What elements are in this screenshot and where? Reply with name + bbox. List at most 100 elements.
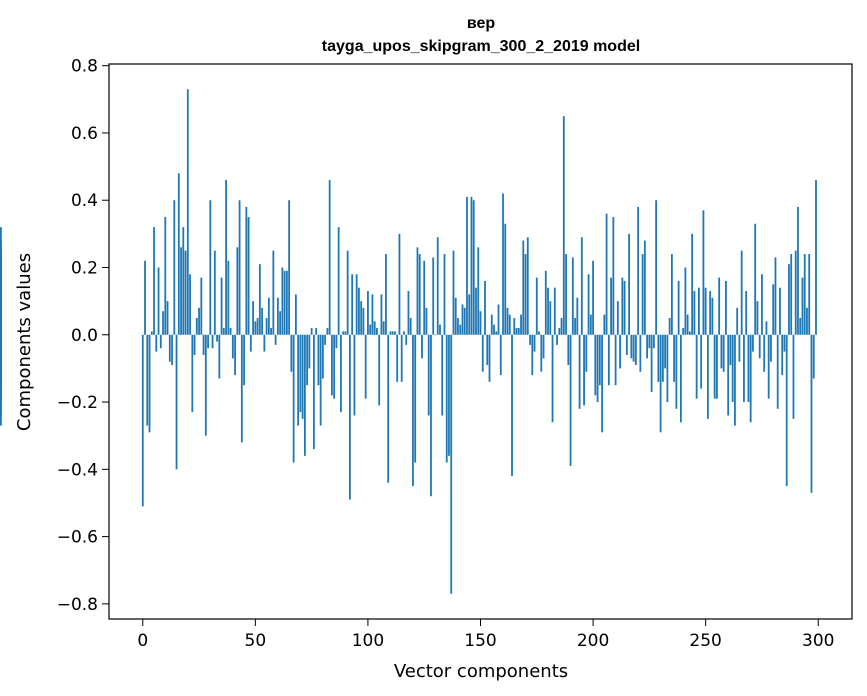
bar: [222, 328, 225, 335]
bar: [281, 267, 284, 335]
bar: [162, 311, 164, 335]
bar: [267, 297, 270, 335]
bar: [679, 334, 682, 423]
chart-subtitle: tayga_upos_skipgram_300_2_2019 model: [322, 38, 640, 55]
bar: [202, 334, 205, 355]
bar: [801, 277, 804, 335]
bar: [180, 247, 182, 335]
bar: [432, 257, 435, 335]
bar: [470, 196, 473, 335]
bar: [729, 334, 732, 366]
bar: [515, 328, 518, 335]
bar: [535, 277, 538, 335]
bar: [790, 254, 793, 335]
bar: [317, 334, 320, 386]
bar: [216, 334, 218, 342]
bar: [254, 321, 257, 335]
bar: [198, 307, 200, 335]
bar: [335, 334, 338, 349]
bar: [675, 334, 678, 409]
bar: [749, 334, 752, 423]
bar: [565, 254, 567, 335]
bar: [506, 307, 509, 335]
bar: [418, 254, 421, 335]
bar: [308, 334, 311, 369]
bar: [472, 200, 475, 335]
bar: [657, 334, 660, 382]
bar: [272, 250, 275, 335]
bar: [389, 331, 392, 335]
bar: [475, 287, 477, 335]
bar: [756, 301, 759, 335]
bar: [445, 334, 448, 463]
bar: [333, 334, 336, 399]
bar: [691, 233, 694, 335]
y-tick-label: 0.4: [71, 191, 98, 211]
bar: [337, 227, 340, 335]
bar: [693, 291, 696, 335]
bar: [164, 217, 167, 335]
bar: [607, 334, 610, 386]
bar: [434, 334, 437, 336]
bar: [770, 334, 772, 362]
bar: [524, 254, 527, 335]
bar: [544, 270, 547, 335]
bar: [625, 334, 628, 355]
bar: [452, 250, 455, 335]
bar: [299, 334, 302, 413]
bar: [409, 317, 412, 335]
bar: [792, 334, 795, 419]
bar: [454, 297, 457, 335]
bar: [747, 334, 750, 403]
bar: [448, 334, 450, 456]
bar: [285, 270, 288, 335]
bar: [358, 287, 360, 335]
y-tick-label: −0.6: [57, 528, 98, 548]
bar: [511, 334, 513, 477]
bar: [184, 250, 187, 335]
bar: [738, 334, 741, 362]
bar: [319, 334, 322, 426]
bar: [477, 247, 480, 335]
bar: [632, 334, 635, 362]
bar: [484, 280, 486, 335]
bar: [209, 200, 212, 335]
bar: [294, 294, 297, 335]
bar: [247, 217, 250, 335]
bar: [779, 287, 781, 335]
bar: [479, 311, 482, 335]
bar: [245, 206, 248, 335]
bar: [378, 334, 381, 406]
bar: [312, 334, 315, 450]
bar: [486, 334, 489, 366]
bar: [517, 328, 520, 335]
bar: [763, 334, 766, 372]
bar: [670, 254, 673, 335]
bar: [204, 334, 207, 436]
bar: [812, 334, 815, 379]
bar: [200, 277, 203, 335]
bar: [146, 334, 149, 426]
bar: [292, 334, 295, 463]
bar: [297, 334, 300, 426]
bar: [502, 193, 504, 335]
bar: [481, 334, 484, 372]
bar: [398, 233, 401, 335]
bar: [794, 250, 797, 335]
bar: [594, 334, 597, 396]
bar: [380, 294, 383, 335]
bar: [328, 180, 331, 335]
bar: [391, 331, 394, 335]
bar: [367, 291, 369, 335]
bar: [349, 334, 351, 500]
bar: [522, 240, 525, 335]
bar: [385, 254, 387, 335]
bar: [490, 314, 493, 335]
bar: [589, 314, 592, 335]
bar: [153, 227, 155, 335]
bar: [767, 334, 770, 399]
bar: [695, 334, 698, 399]
bar: [425, 307, 428, 335]
bar: [416, 247, 419, 335]
bar: [580, 237, 583, 335]
